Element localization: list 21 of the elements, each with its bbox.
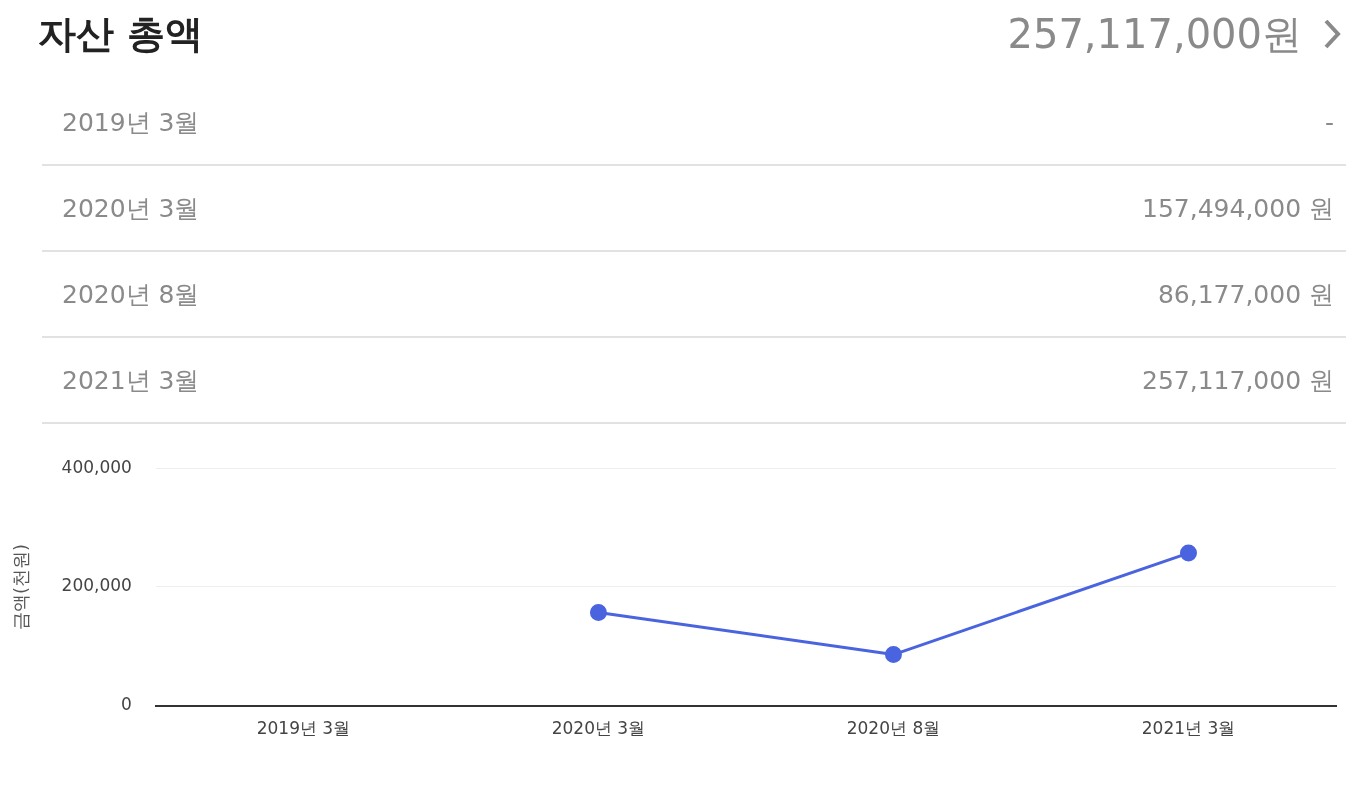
text: 86,177,000 원 <box>1157 278 1334 311</box>
text: 2021년 3월 <box>62 364 200 397</box>
x-tick-label: 2021년 3월 <box>1141 718 1236 739</box>
point <box>884 646 902 664</box>
text: 257,117,000원 <box>1007 9 1302 59</box>
x-tick-label: 2020년 3월 <box>551 718 646 739</box>
text: 257,117,000 원 <box>1142 364 1334 397</box>
y-tick-label: 0 <box>121 694 132 715</box>
y-tick-label: 400,000 <box>61 456 132 477</box>
text: - <box>1324 107 1334 137</box>
text: 2020년 3월 <box>62 192 200 225</box>
text: 2019년 3월 <box>62 106 200 139</box>
text: 157,494,000 원 <box>1142 192 1334 225</box>
point <box>589 603 607 621</box>
point <box>1179 544 1197 562</box>
x-tick-label: 2020년 8월 <box>846 718 941 739</box>
x-tick-label: 2019년 3월 <box>256 718 351 739</box>
text: 2020년 8월 <box>62 278 200 311</box>
text: 자산 총액 <box>38 10 204 58</box>
y-axis-title: 금액(천원) <box>10 543 32 630</box>
y-tick-label: 200,000 <box>61 575 132 596</box>
